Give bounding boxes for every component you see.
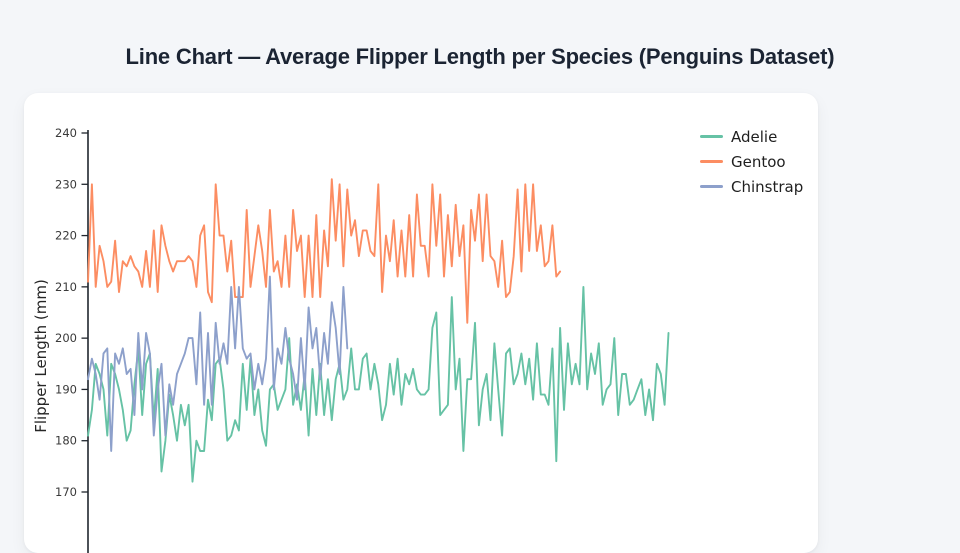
page: { "page": { "title": "Line Chart — Avera…: [24, 44, 835, 553]
line-chart-canvas: 240 230 220 210 200 190 180 170: [55, 126, 670, 553]
legend-item-chinstrap: Chinstrap: [700, 177, 803, 196]
gentoo-line-swatch: [700, 160, 723, 163]
y-axis-tick-label: 240: [55, 126, 77, 140]
y-axis-tick-label: 170: [55, 485, 77, 499]
chart-legend: Adelie Gentoo Chinstrap: [700, 127, 803, 196]
y-axis-tick-label: 190: [55, 382, 77, 396]
page-title: Line Chart — Average Flipper Length per …: [125, 44, 835, 69]
gentoo-series-line: [87, 178, 562, 324]
chart-card: 240 230 220 210 200 190 180 170 Flipper Length …: [24, 93, 818, 553]
y-axis-tick-label: 180: [55, 434, 77, 448]
y-axis-label: Flipper Length (mm): [32, 279, 50, 433]
chinstrap-line-swatch: [700, 185, 723, 188]
legend-label-gentoo: Gentoo: [731, 152, 786, 171]
legend-item-gentoo: Gentoo: [700, 152, 803, 171]
y-axis-tick-label: 230: [55, 177, 77, 191]
y-axis-tick-label: 210: [55, 280, 77, 294]
chinstrap-series-line: [87, 275, 349, 452]
adelie-series-line: [87, 285, 670, 483]
legend-item-adelie: Adelie: [700, 127, 803, 146]
y-axis-tick-label: 200: [55, 331, 77, 345]
legend-label-adelie: Adelie: [731, 127, 778, 146]
y-axis-tick-label: 220: [55, 229, 77, 243]
legend-label-chinstrap: Chinstrap: [731, 177, 804, 196]
adelie-line-swatch: [700, 135, 723, 138]
